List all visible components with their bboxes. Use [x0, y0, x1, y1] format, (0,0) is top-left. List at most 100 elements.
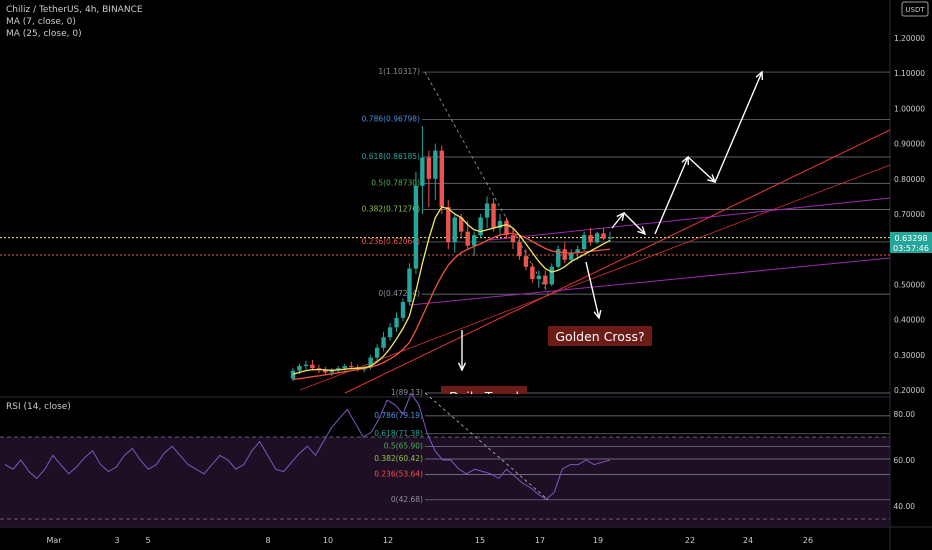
candle-body — [316, 368, 322, 370]
candle-body — [484, 203, 490, 218]
rsi-title[interactable]: RSI (14, close) — [6, 402, 71, 412]
rsi-fib-label: 0.382(60.42) — [374, 454, 423, 463]
candle-body — [381, 337, 386, 348]
candle-body — [342, 366, 347, 369]
rising-trendline — [344, 129, 891, 394]
time-tick-label: 19 — [593, 536, 603, 545]
resistance-trendline — [489, 197, 891, 241]
price-tick-label: 0.30000 — [894, 351, 925, 360]
time-tick-label: 26 — [803, 536, 813, 545]
time-tick-label: 3 — [114, 536, 119, 545]
price-tick-label: 1.10000 — [894, 69, 925, 78]
daily-trend-text: Daily Trend — [449, 389, 519, 404]
price-badge: 0.63298 03:57:46 — [890, 232, 932, 253]
candle-body — [530, 266, 535, 280]
candle-body — [394, 317, 399, 328]
fib-level-label: 0.382(0.71276) — [362, 205, 420, 214]
time-tick-label: 10 — [323, 536, 333, 545]
arrow-up-target-head — [755, 70, 764, 81]
ma25-line — [292, 232, 611, 381]
time-tick-label: 5 — [145, 536, 150, 545]
candle-body — [290, 370, 296, 379]
rsi-tick-label: 40.00 — [894, 502, 916, 511]
candle-body — [497, 221, 503, 229]
candle-body — [446, 206, 451, 243]
candle-body — [452, 217, 457, 243]
candle-body — [504, 221, 509, 236]
candle-body — [459, 217, 464, 232]
fib-level-label: 0.236(0.62064) — [362, 237, 420, 246]
golden-cross-text: Golden Cross? — [555, 329, 644, 344]
rsi-fib-retracement[interactable]: 1(89.13) 0.786(79.19) 0.618(71.38) 0.5(65.9… — [0, 388, 890, 527]
candle-body — [400, 302, 406, 318]
price-badge-value: 0.63298 — [894, 234, 927, 243]
candle-body — [297, 366, 302, 371]
time-axis[interactable]: Mar 3 5 8 10 12 15 17 19 22 24 26 — [46, 536, 813, 545]
fib-level-label: 1(1.10317) — [378, 67, 420, 76]
symbol-title[interactable]: Chiliz / TetherUS, 4h, BINANCE — [6, 5, 143, 15]
ma7-legend[interactable]: MA (7, close, 0) — [6, 17, 76, 27]
main-legend: Chiliz / TetherUS, 4h, BINANCE MA (7, cl… — [6, 4, 143, 40]
candle-body — [581, 235, 587, 250]
rsi-fib-label: 0.5(65.90) — [384, 441, 423, 450]
golden-cross-label: Golden Cross? — [548, 326, 652, 346]
price-tick-label: 0.40000 — [894, 316, 925, 325]
price-tick-label: 0.20000 — [894, 386, 925, 395]
arrows[interactable] — [457, 70, 764, 372]
support-trendline — [409, 257, 891, 306]
candle-body — [601, 233, 606, 239]
time-tick-label: 8 — [265, 536, 270, 545]
candle-body — [329, 370, 335, 373]
arrow-golden-cross-head — [593, 310, 602, 320]
candle-body — [517, 242, 522, 257]
price-badge-countdown: 03:57:46 — [893, 244, 929, 253]
rsi-fib-label: 0(42.68) — [391, 495, 423, 504]
candle-body — [433, 150, 438, 179]
candle-body — [549, 266, 554, 285]
candle-body — [407, 268, 412, 302]
candle-body — [491, 203, 496, 229]
price-axis[interactable]: 1.20000 1.10000 1.00000 0.90000 0.80000 0.700… — [894, 34, 926, 511]
candle-body — [523, 256, 529, 267]
candle-body — [303, 364, 309, 367]
arrow-down-1-head — [637, 226, 647, 236]
rsi-band-fill — [0, 437, 890, 527]
candle-body — [349, 366, 354, 368]
rsi-legend: RSI (14, close) — [6, 401, 71, 413]
time-tick-label: 24 — [743, 536, 753, 545]
rsi-series-line — [4, 392, 611, 500]
rsi-fib-label: 0.618(71.38) — [374, 429, 423, 438]
currency-badge[interactable]: USDT — [901, 1, 929, 17]
arrow-up-1 — [611, 212, 625, 229]
time-tick-label: Mar — [46, 536, 62, 545]
candle-body — [426, 157, 432, 179]
candle-body — [387, 327, 393, 338]
lower-rising-trendline — [299, 164, 891, 391]
candle-body — [607, 237, 613, 239]
rsi-fib-label: 1(89.13) — [391, 388, 423, 397]
currency-badge-text: USDT — [905, 6, 925, 14]
candle-body — [368, 357, 373, 368]
candle-body — [374, 347, 380, 358]
arrow-daily-trend-head — [457, 362, 467, 372]
fib-level-label: 0(0.47244) — [378, 289, 420, 298]
arrow-down-2 — [687, 156, 716, 183]
candle-body — [556, 249, 561, 267]
fib-level-label: 0.5(0.78730) — [371, 178, 420, 187]
fib-retracement[interactable]: 1(1.10317) 0.786(0.96798) 0.618(0.86185) 0.… — [362, 67, 890, 298]
time-tick-label: 15 — [475, 536, 485, 545]
time-tick-label: 17 — [535, 536, 545, 545]
candle-body — [510, 235, 516, 243]
arrow-up-2 — [654, 156, 689, 235]
candle-body — [439, 150, 444, 207]
trendlines[interactable] — [299, 129, 891, 394]
candle-body — [478, 217, 483, 236]
candle-body — [575, 249, 580, 253]
time-tick-label: 22 — [685, 536, 695, 545]
candle-body — [471, 235, 477, 246]
ma25-legend[interactable]: MA (25, close, 0) — [6, 29, 82, 39]
rsi-tick-label: 80.00 — [894, 410, 916, 419]
price-tick-label: 1.00000 — [894, 104, 925, 113]
rsi-fib-label: 0.236(53.64) — [374, 470, 423, 479]
